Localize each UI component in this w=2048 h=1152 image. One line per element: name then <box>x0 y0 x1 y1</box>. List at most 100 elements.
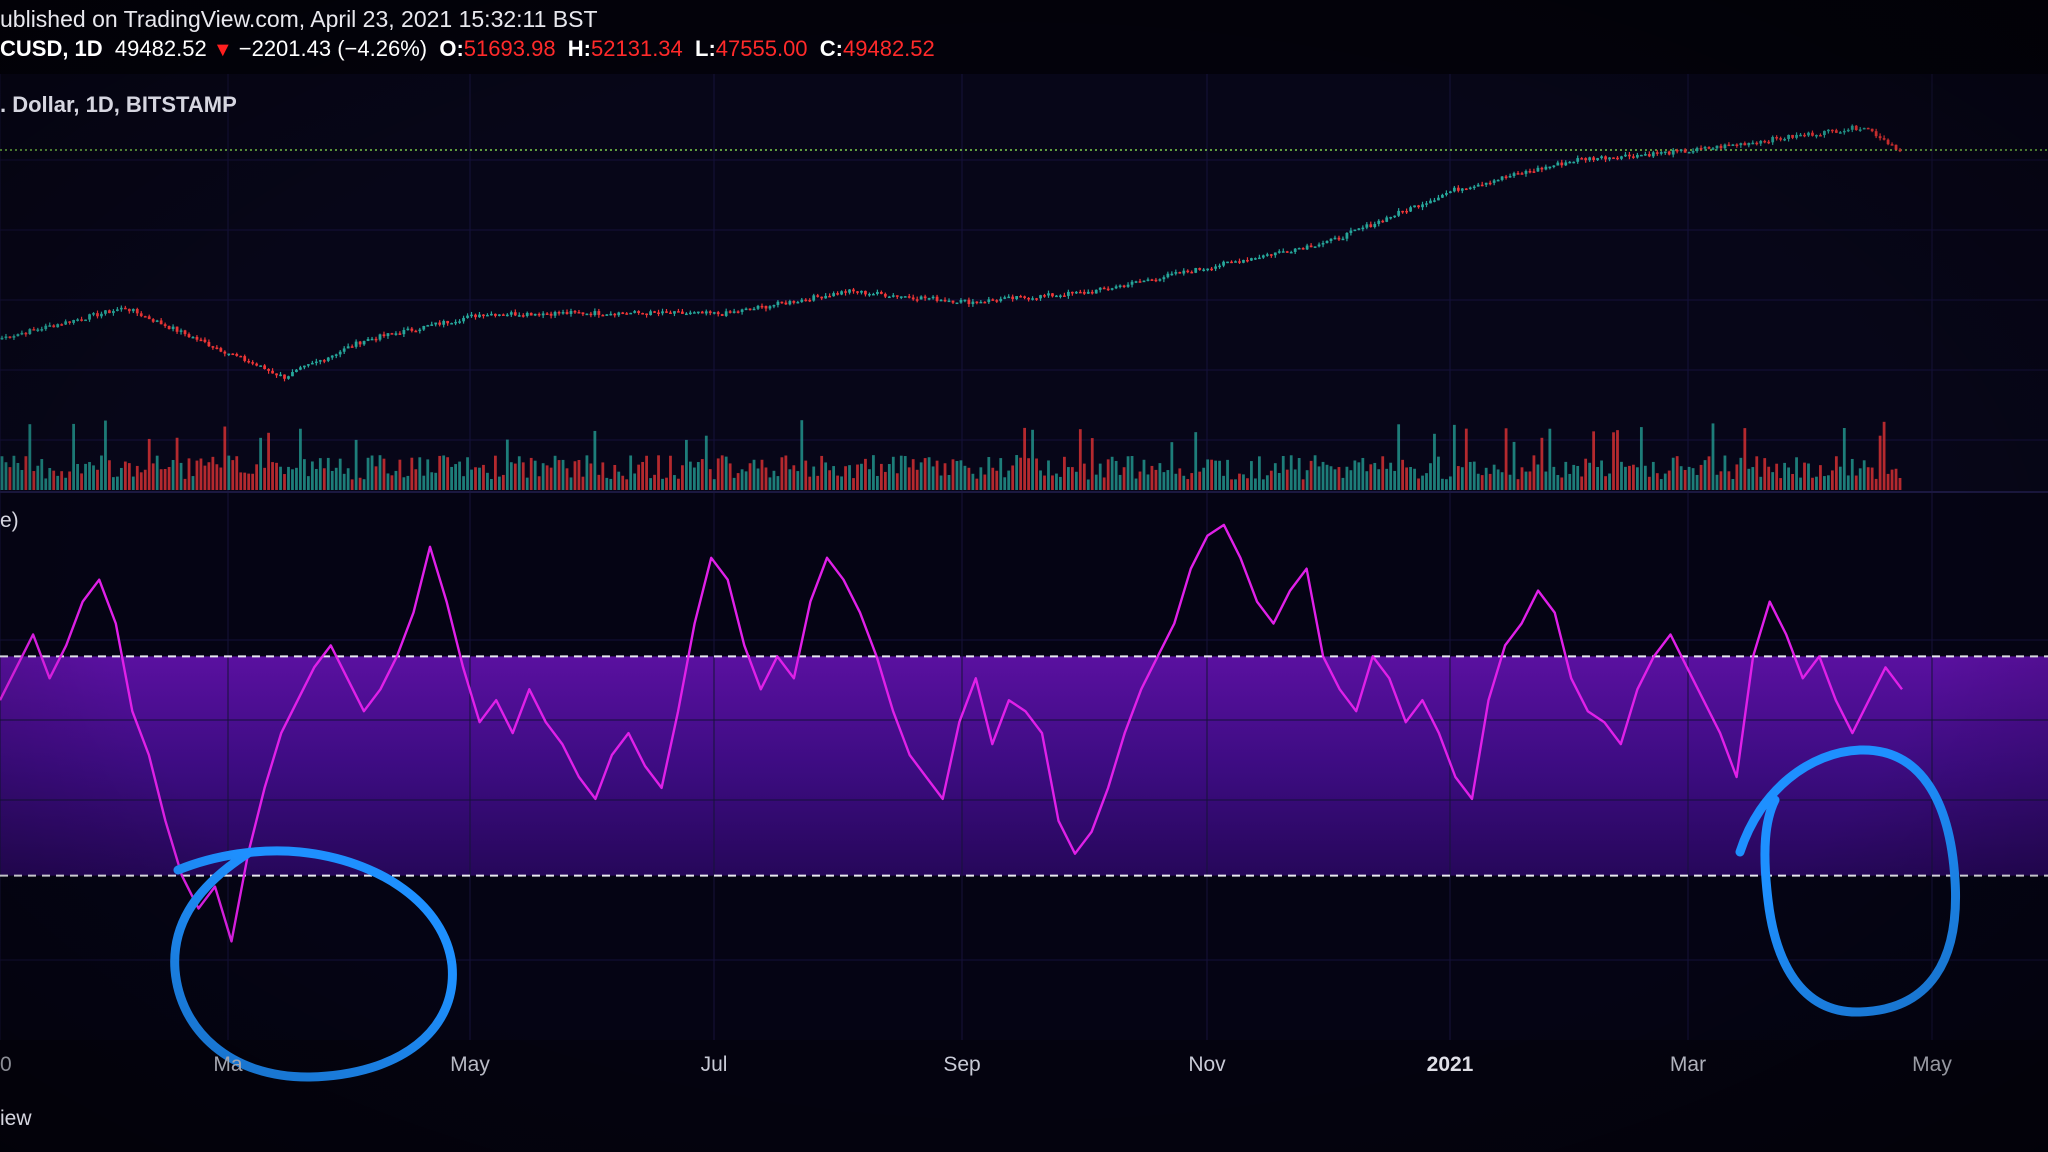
candle-body <box>187 334 191 337</box>
volume-bar <box>553 455 557 490</box>
volume-bar <box>1842 427 1846 490</box>
candle-body <box>1230 261 1233 264</box>
candle-body <box>852 289 855 292</box>
volume-bar <box>247 473 251 490</box>
volume-bar <box>1723 455 1727 490</box>
volume-bar <box>207 462 211 490</box>
candle-body <box>569 311 573 314</box>
volume-bar <box>864 458 867 490</box>
candle-body <box>1154 279 1158 282</box>
volume-bar <box>1866 467 1870 490</box>
candle-body <box>1580 158 1584 160</box>
volume-bar <box>1834 456 1838 490</box>
volume-bar <box>684 439 688 490</box>
volume-bar <box>418 457 422 490</box>
candle-body <box>999 298 1003 302</box>
volume-bar <box>1118 474 1122 490</box>
volume-bar <box>1604 476 1607 490</box>
candle-body <box>1269 254 1273 256</box>
candle-body <box>1524 170 1528 174</box>
candle-body <box>72 319 76 323</box>
volume-bar <box>1850 458 1854 490</box>
volume-bar <box>856 464 859 490</box>
candle-body <box>1194 268 1198 273</box>
volume-bar <box>1281 456 1285 490</box>
volume-bar <box>1043 475 1046 490</box>
x-tick-label: Mar <box>1670 1053 1706 1076</box>
volume-bar <box>1771 472 1775 490</box>
volume-bar <box>346 468 350 490</box>
candle-body <box>1313 246 1317 248</box>
candle-body <box>271 370 274 374</box>
candle-body <box>342 348 346 352</box>
volume-bar <box>1254 478 1257 490</box>
volume-bar <box>84 463 87 490</box>
candle-body <box>1651 152 1655 157</box>
volume-bar <box>434 472 438 490</box>
volume-bar <box>1667 470 1671 490</box>
volume-bar <box>1405 467 1408 490</box>
volume-bar <box>1830 470 1834 490</box>
volume-bar <box>1635 467 1639 490</box>
volume-bar <box>382 458 386 490</box>
volume-bar <box>1894 468 1898 490</box>
volume-bar <box>907 467 911 490</box>
volume-bar <box>895 473 899 490</box>
candle-body <box>1687 152 1691 154</box>
candle-body <box>593 311 597 316</box>
volume-bar <box>1027 458 1030 490</box>
candle-body <box>362 341 366 345</box>
candle-body <box>1218 265 1221 268</box>
volume-bar <box>1520 467 1524 490</box>
volume-bar <box>227 455 231 490</box>
volume-bar <box>657 455 660 490</box>
volume-bar <box>525 477 529 490</box>
volume-bar <box>1731 479 1735 490</box>
candle-body <box>1110 288 1114 290</box>
candle-body <box>1086 291 1090 294</box>
volume-bar <box>104 420 107 490</box>
candle-body <box>1659 152 1663 154</box>
volume-bar <box>681 465 684 490</box>
volume-bar <box>259 437 263 490</box>
volume-bar <box>386 473 390 490</box>
candle-body <box>330 355 334 358</box>
candle-body <box>1731 144 1735 146</box>
volume-bar <box>1456 466 1460 490</box>
volume-bar <box>1138 471 1142 490</box>
volume-bar <box>275 462 278 490</box>
candle-body <box>1512 173 1516 176</box>
candle-body <box>800 299 804 302</box>
volume-bar <box>784 455 788 490</box>
candle-body <box>995 300 999 302</box>
volume-bar <box>1536 464 1540 490</box>
volume-bar <box>887 464 891 490</box>
volume-bar <box>1341 477 1345 490</box>
candle-body <box>1544 166 1548 170</box>
volume-bar <box>1365 471 1369 490</box>
volume-bar <box>362 479 366 490</box>
candle-body <box>143 316 147 318</box>
volume-bar <box>533 460 537 490</box>
volume-bar <box>812 466 816 490</box>
candle-body <box>1604 156 1607 160</box>
volume-bar <box>497 476 501 490</box>
candle-body <box>1771 137 1775 143</box>
candle-body <box>275 373 278 376</box>
candle-body <box>943 299 947 302</box>
volume-bar <box>872 455 875 490</box>
volume-bar <box>923 458 927 490</box>
candle-body <box>1508 175 1512 178</box>
volume-bar <box>68 471 72 490</box>
candle-body <box>1743 143 1747 146</box>
volume-bar <box>764 467 768 490</box>
volume-bar <box>501 474 505 490</box>
candle-body <box>1019 296 1023 298</box>
volume-bar <box>159 469 163 490</box>
volume-bar <box>1301 479 1305 490</box>
volume-bar <box>1846 475 1850 490</box>
candle-body <box>1683 149 1687 153</box>
volume-bar <box>44 478 48 490</box>
volume-bar <box>1628 465 1631 490</box>
candle-body <box>370 338 374 341</box>
